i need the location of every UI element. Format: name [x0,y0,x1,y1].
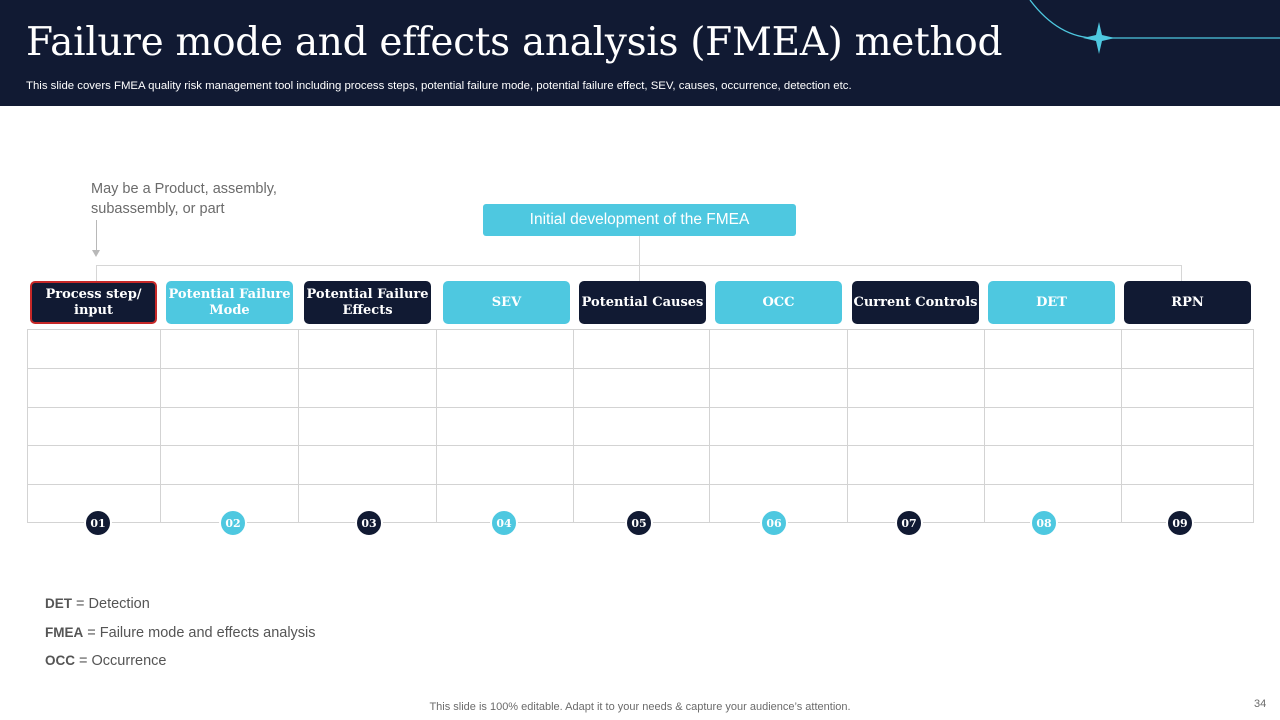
grid-row-line [28,368,1253,369]
legend-text: Detection [88,596,150,612]
grid-row-line [28,445,1253,446]
grid-col-line [573,330,574,522]
step-box: DET [988,281,1115,324]
step-box: Current Controls [852,281,979,324]
step-number-badge: 04 [490,509,518,537]
sparkle-decoration-icon [1029,0,1280,54]
step-box: Potential Failure Effects [304,281,431,324]
step-number-badge: 05 [625,509,653,537]
page-subtitle: This slide covers FMEA quality risk mana… [26,80,852,92]
legend-abbr: DET [45,596,72,611]
grid-col-line [436,330,437,522]
grid-col-line [709,330,710,522]
legend-abbr: FMEA [45,625,84,640]
step-box: Potential Failure Mode [166,281,293,324]
connector-left [96,265,97,281]
page-title: Failure mode and effects analysis (FMEA)… [26,20,1003,65]
legend-separator: = [83,625,100,641]
legend-separator: = [72,596,89,612]
header-banner: Failure mode and effects analysis (FMEA)… [0,0,1280,106]
legend-det: DET = Detection [45,596,150,612]
legend-text: Failure mode and effects analysis [99,625,316,641]
grid-row-line [28,484,1253,485]
scope-arrow-line [96,220,97,250]
step-box: Potential Causes [579,281,706,324]
step-number-badge: 06 [760,509,788,537]
step-number-badge: 08 [1030,509,1058,537]
arrow-down-icon [92,250,100,257]
footer-note: This slide is 100% editable. Adapt it to… [429,701,851,713]
step-box: Process step/ input [30,281,157,324]
legend-separator: = [75,653,92,669]
fmea-table-grid [27,329,1254,523]
page-number: 34 [1254,698,1267,710]
legend-occ: OCC = Occurrence [45,653,166,669]
grid-col-line [1121,330,1122,522]
grid-row-line [28,407,1253,408]
step-number-badge: 03 [355,509,383,537]
legend-fmea: FMEA = Failure mode and effects analysis [45,625,316,641]
scope-note: May be a Product, assembly, subassembly,… [91,181,277,217]
step-box: SEV [443,281,570,324]
connector-right [1181,265,1182,281]
step-number-badge: 01 [84,509,112,537]
step-number-badge: 07 [895,509,923,537]
step-number-badge: 02 [219,509,247,537]
grid-col-line [160,330,161,522]
connector-center [639,236,640,281]
step-box: RPN [1124,281,1251,324]
grid-col-line [984,330,985,522]
legend-text: Occurrence [91,653,167,669]
step-box: OCC [715,281,842,324]
grid-col-line [847,330,848,522]
grid-col-line [298,330,299,522]
legend-abbr: OCC [45,653,75,668]
initial-development-box: Initial development of the FMEA [483,204,796,236]
step-number-badge: 09 [1166,509,1194,537]
